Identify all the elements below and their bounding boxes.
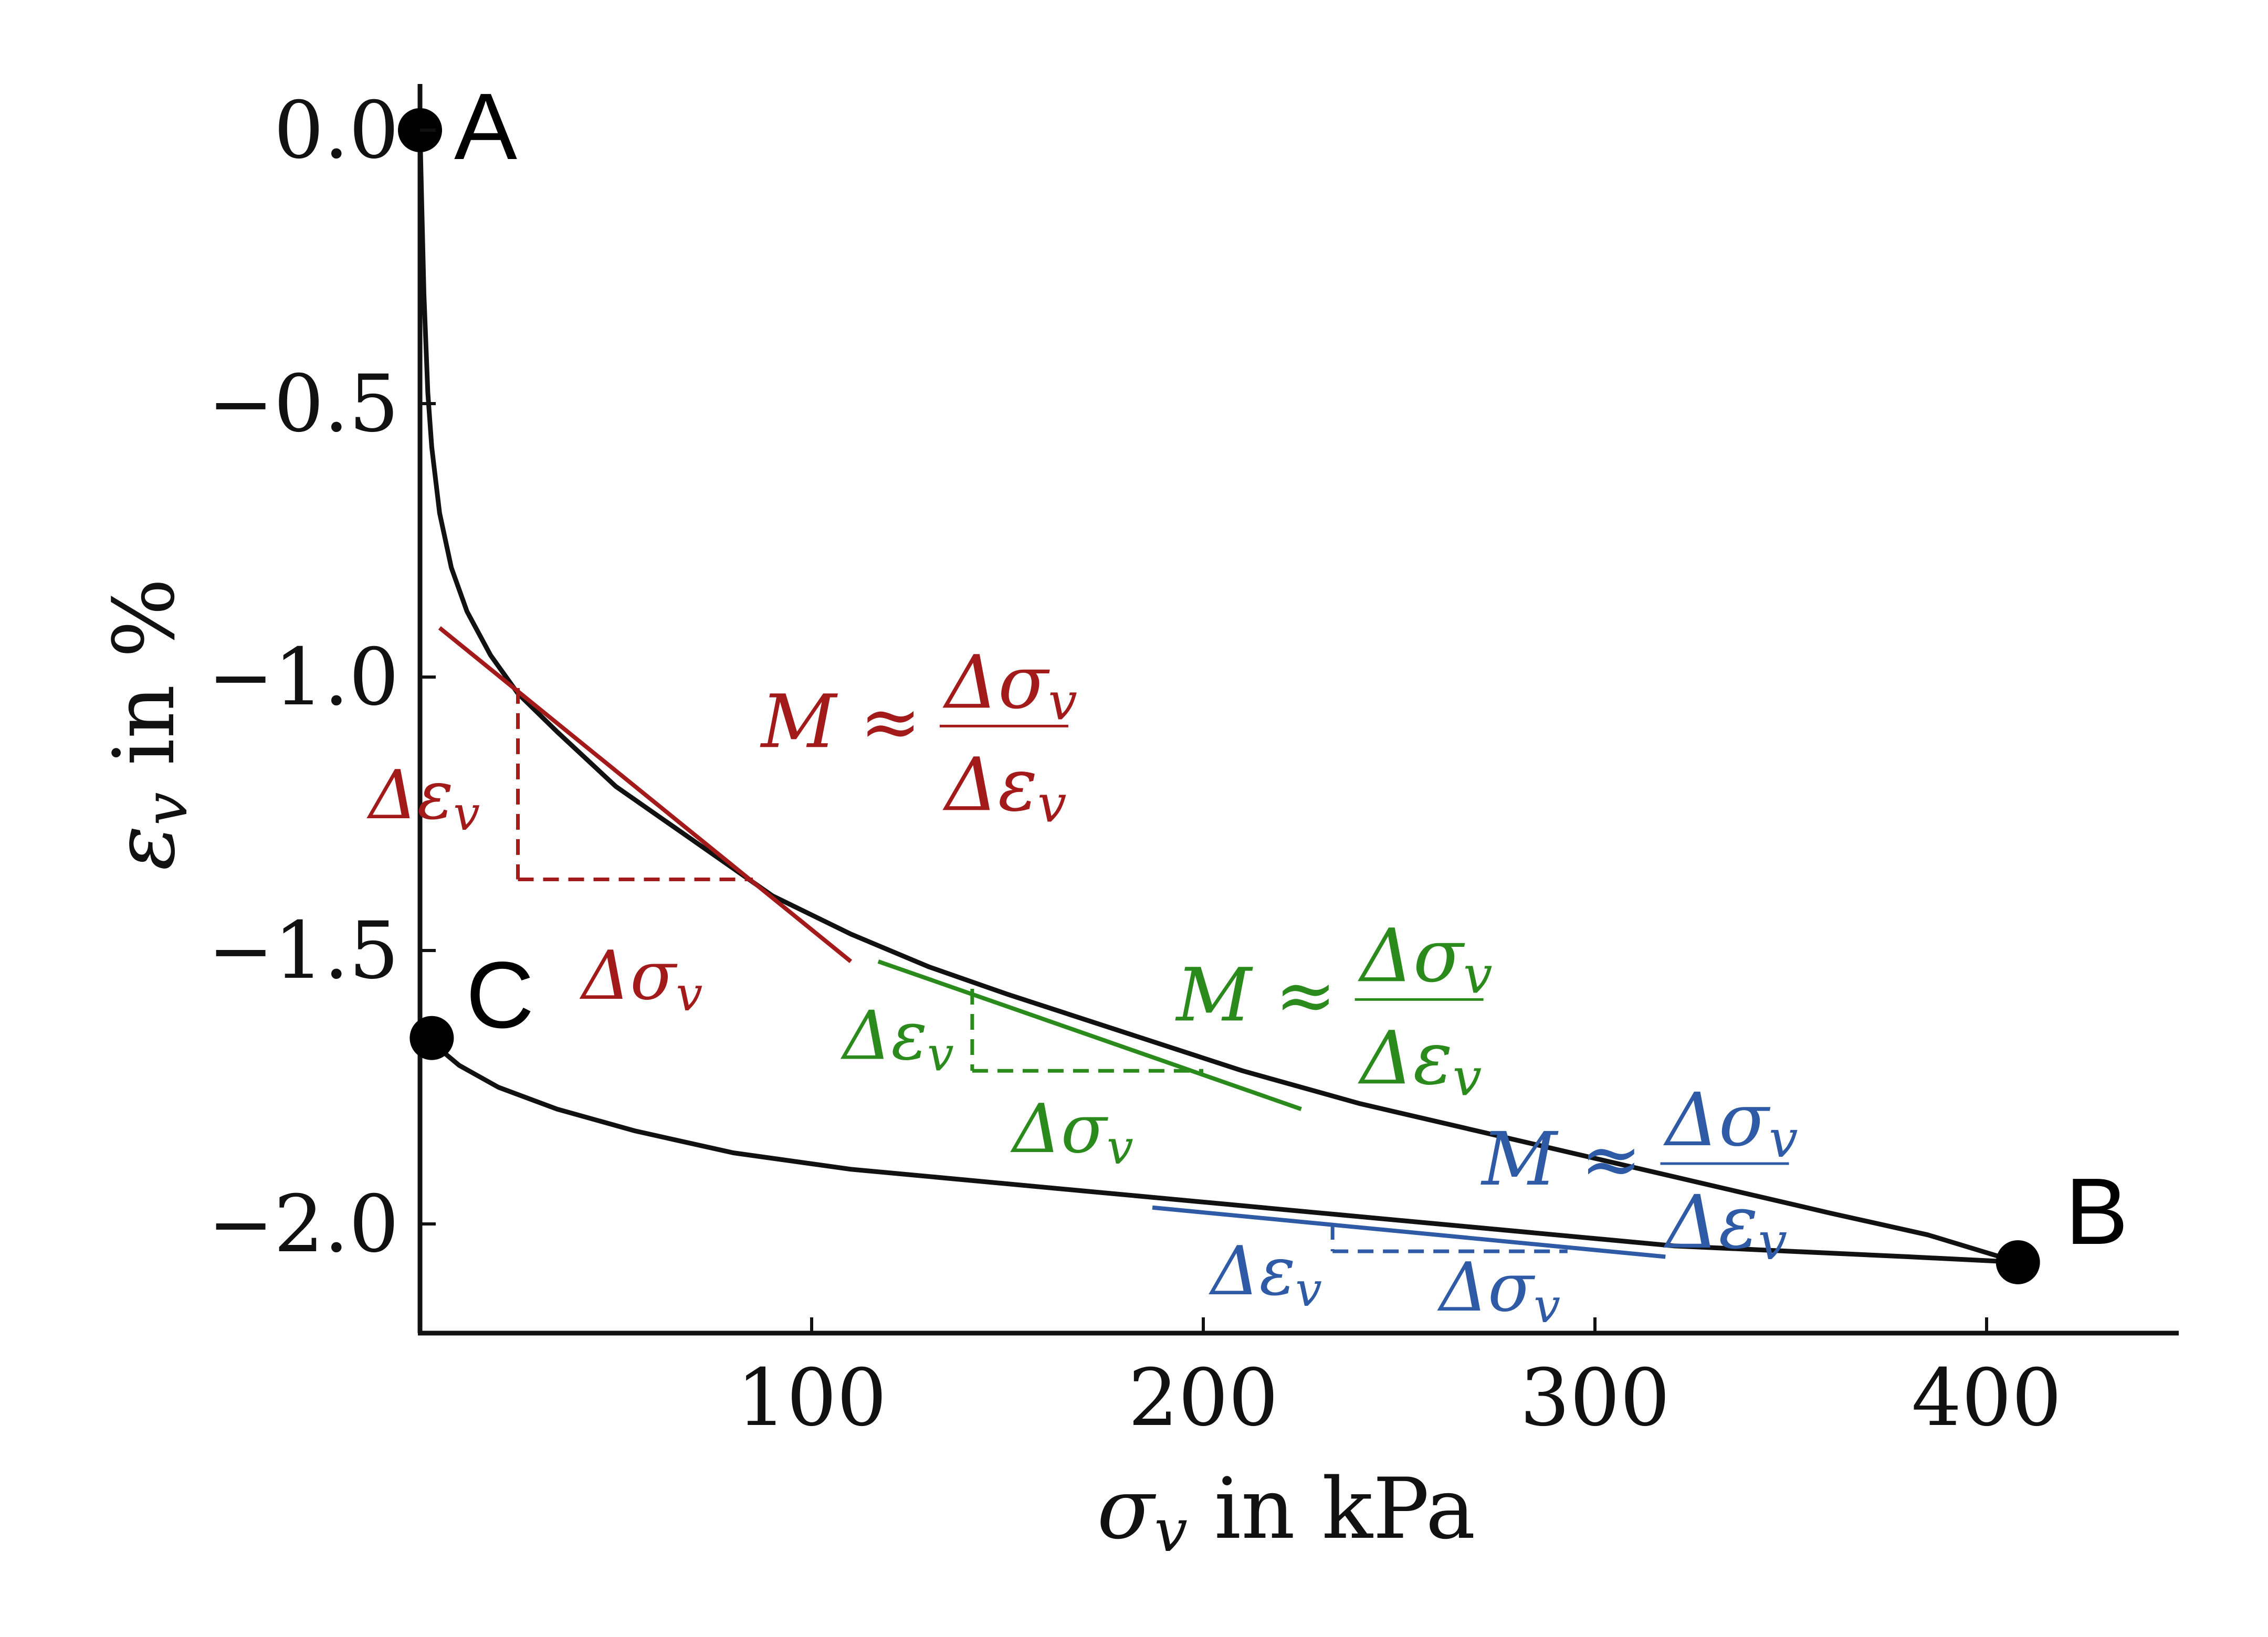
modulus-numerator: Δσv: [1358, 913, 1493, 1005]
delta-sigma-label: Δσv: [1010, 1090, 1133, 1175]
y-tick-label: −1.5: [208, 905, 399, 997]
modulus-denominator: Δεv: [942, 742, 1067, 834]
y-tick-label: −2.0: [208, 1179, 399, 1270]
delta-eps-label: Δεv: [1208, 1232, 1322, 1317]
point-label-b: B: [2065, 1159, 2128, 1264]
series-line-loading: [417, 130, 2019, 1265]
y-tick-label: 0.0: [274, 85, 399, 176]
point-label-a: A: [454, 74, 517, 179]
tangent-line: [438, 626, 853, 963]
tick-group: 100 200 300 400 0.0 −0.5 −1.0 −1.5 −2.0: [208, 85, 2062, 1444]
x-tick-label: 400: [1912, 1353, 2062, 1444]
modulus-denominator: Δεv: [1663, 1180, 1788, 1272]
tangent-2: Δεv Δσv M ≈ Δσv Δεv: [840, 913, 1493, 1175]
x-tick-label: 100: [737, 1353, 887, 1444]
modulus-label: M ≈: [1480, 1117, 1642, 1202]
x-axis-label: σv in kPa: [1097, 1460, 1475, 1565]
y-tick-label: −1.0: [208, 632, 399, 723]
point-b: [1996, 1240, 2040, 1284]
series-group: [417, 130, 2019, 1265]
series-line-unloading: [429, 1037, 2018, 1265]
modulus-denominator: Δεv: [1358, 1016, 1482, 1107]
delta-eps-label: Δεv: [840, 997, 954, 1082]
point-label-c: C: [466, 943, 534, 1048]
modulus-numerator: Δσv: [942, 640, 1077, 732]
delta-sigma-label: Δσv: [579, 937, 702, 1022]
axes: [417, 84, 2179, 1336]
y-tick-label: −0.5: [208, 358, 399, 450]
modulus-label: M ≈: [760, 679, 921, 765]
delta-eps-label: Δεv: [366, 756, 480, 841]
tangent-line: [877, 959, 1302, 1111]
x-tick-label: 300: [1520, 1353, 1670, 1444]
x-tick-label: 200: [1128, 1353, 1278, 1444]
point-group: A B C: [398, 74, 2128, 1284]
y-axis-label: εv in %: [95, 578, 201, 870]
delta-sigma-label: Δσv: [1437, 1249, 1560, 1334]
modulus-numerator: Δσv: [1663, 1078, 1798, 1169]
modulus-label: M ≈: [1174, 953, 1336, 1038]
tangent-line: [1152, 1205, 1666, 1259]
point-c: [410, 1016, 454, 1060]
